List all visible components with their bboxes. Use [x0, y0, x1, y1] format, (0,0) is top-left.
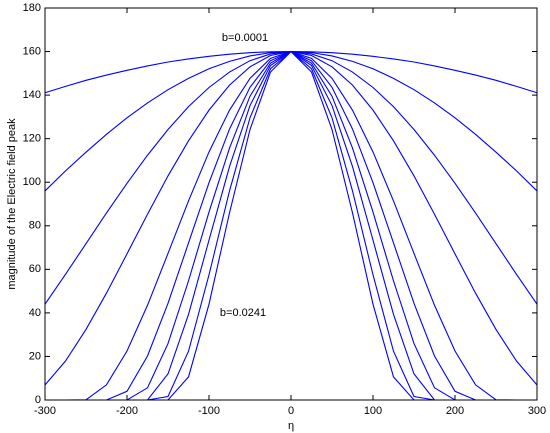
annotation: b=0.0001	[222, 32, 268, 44]
y-tick-label: 180	[23, 2, 41, 14]
y-tick-label: 140	[23, 89, 41, 101]
curve	[44, 51, 538, 386]
x-tick-label: -200	[116, 405, 138, 417]
x-tick-label: 100	[364, 405, 382, 417]
curve	[45, 50, 537, 401]
x-tick-label: 0	[288, 405, 294, 417]
x-tick-label: -100	[198, 405, 220, 417]
curve	[45, 50, 537, 401]
y-tick-label: 60	[29, 263, 41, 275]
curve	[45, 50, 537, 401]
annotation: b=0.0241	[220, 307, 266, 319]
y-tick-label: 80	[29, 220, 41, 232]
x-tick-label: 200	[446, 405, 464, 417]
curve	[44, 51, 538, 94]
curve	[45, 50, 537, 401]
curve	[45, 50, 537, 401]
y-tick-label: 20	[29, 350, 41, 362]
x-axis-label: η	[288, 420, 294, 432]
y-tick-label: 160	[23, 45, 41, 57]
plot-frame	[44, 7, 538, 401]
curve	[45, 50, 537, 401]
curve	[44, 51, 538, 305]
y-tick-label: 120	[23, 133, 41, 145]
x-tick-label: 300	[528, 405, 546, 417]
y-tick-label: 40	[29, 307, 41, 319]
y-tick-label: 0	[35, 394, 41, 406]
x-tick-label: -300	[34, 405, 56, 417]
y-axis-label: magnitude of the Electric field peak	[6, 118, 18, 290]
y-tick-label: 100	[23, 176, 41, 188]
